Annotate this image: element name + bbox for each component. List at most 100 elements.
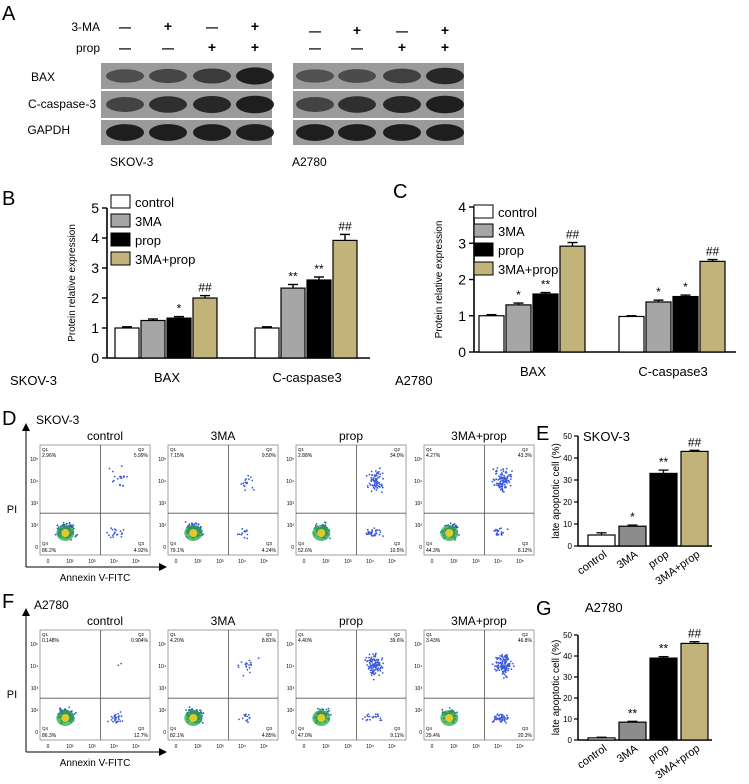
panel-letter-f: F [2,591,14,613]
bar-3ma-prop-c-caspase3 [333,240,357,358]
flow-dot [499,482,501,484]
flow-y-tick-label: 10² [287,708,295,714]
flow-y-axis-label: PI [7,504,17,516]
flow-dot [511,668,513,670]
category-label-bax: BAX [154,370,180,385]
flow-dot [509,482,511,484]
flow-dot [369,474,371,476]
flow-row-skov3: controlQ12.96%Q25.99%Q486.2%Q34.92%0010²… [7,423,534,584]
flow-dot [118,717,120,719]
flow-dot [495,716,497,718]
flow-x-axis-label: Annexin V-FITC [60,758,131,769]
flow-plot-frame-control [40,445,150,555]
flow-y-tick-label: 10⁵ [414,642,422,648]
flow-dot [248,478,250,480]
bar-prop-c-caspase3 [307,280,331,358]
flow-dot [366,475,368,477]
flow-q3-label: Q3 [266,541,273,546]
category-label-control: control [575,743,609,772]
flow-density-peak [317,714,325,722]
flow-dot [497,713,499,715]
sig-mark-prop-c-caspase3: ** [314,262,324,276]
flow-dot [120,711,122,713]
sign-3-ma-skov3-2: — [206,20,218,34]
blot-band-gapdh-0 [106,124,144,141]
flow-x-tick-label: 10⁵ [132,744,140,750]
flow-dot [189,706,191,708]
flow-dot [185,709,187,711]
flow-dot [253,489,255,491]
flow-title-3ma-prop: 3MA+prop [451,429,507,443]
flow-dot [106,532,108,534]
flow-x-tick-label: 10² [322,744,330,750]
flow-x-tick-label: 10⁵ [388,559,396,565]
flow-dot [252,487,254,489]
flow-dot [60,709,62,711]
flow-dot [59,708,61,710]
y-tick-label: 2 [458,272,466,288]
flow-dot [327,710,329,712]
flow-x-tick-label: 10⁴ [238,744,246,750]
flow-dot [119,720,121,722]
flow-dot [193,523,195,525]
flow-y-tick-label: 10⁴ [286,479,294,485]
legend-label-3ma-prop: 3MA+prop [135,252,195,267]
protein-label-bax: BAX [31,70,55,84]
flow-dot [505,722,507,724]
blot-band-c-caspase-3-3 [426,96,464,114]
flow-dot [493,478,495,480]
bar-control [588,738,615,740]
flow-dot [370,667,372,669]
flow-dot [249,660,251,662]
chart-e-cell-line: SKOV-3 [583,429,630,444]
chart-c: A2780 01234Protein relative expression **… [395,199,736,388]
blot-band-gapdh-2 [193,124,231,141]
flow-y-tick-label: 10⁴ [286,664,294,670]
flow-dot [371,674,373,676]
flow-y-tick-label: 10⁵ [158,457,166,463]
flow-q3-value: 10.5% [390,548,405,554]
flow-dot [499,669,501,671]
flow-q1-label: Q1 [426,447,433,452]
flow-dot [200,526,202,528]
flow-dot [188,709,190,711]
flow-dot [513,665,515,667]
y-tick-label: 0 [568,736,573,745]
flow-q2-label: Q2 [138,447,145,452]
flow-dot [251,480,253,482]
flow-dot [504,674,506,676]
flow-dot [382,667,384,669]
flow-q1-value: 4.40% [298,638,313,644]
flow-q1-label: Q1 [298,632,305,637]
flow-q4-label: Q4 [426,541,433,546]
sign-3-ma-a2780-3: + [441,22,449,38]
flow-dot [110,527,112,529]
y-tick-label: 2 [91,290,99,306]
flow-dot [501,654,503,656]
flow-dot [55,534,57,536]
flow-dot [376,472,378,474]
flow-dot [246,538,248,540]
y-tick-label: 10 [563,715,572,724]
flow-q1-label: Q1 [42,632,49,637]
flow-plot-frame-3ma-prop [424,630,534,740]
flow-dot [501,484,503,486]
flow-dot [68,706,70,708]
flow-y-tick-label: 10³ [287,501,295,507]
flow-x-tick-label: 10³ [88,559,96,565]
flow-dot [492,663,494,665]
flow-x-tick-label: 10² [322,559,330,565]
flow-dot [374,656,376,658]
flow-q1-label: Q1 [298,447,305,452]
sig-mark-3ma-c-caspase3: * [656,285,661,299]
flow-x-tick-label: 10³ [88,744,96,750]
y-tick-label: 4 [458,199,466,215]
flow-dot [112,717,114,719]
flow-y-tick-label: 10³ [159,686,167,692]
flow-dot [495,718,497,720]
bar-3ma-bax [141,321,165,359]
flow-dot [373,487,375,489]
flow-dot [377,713,379,715]
flow-dot [195,523,197,525]
flow-dot [506,657,508,659]
